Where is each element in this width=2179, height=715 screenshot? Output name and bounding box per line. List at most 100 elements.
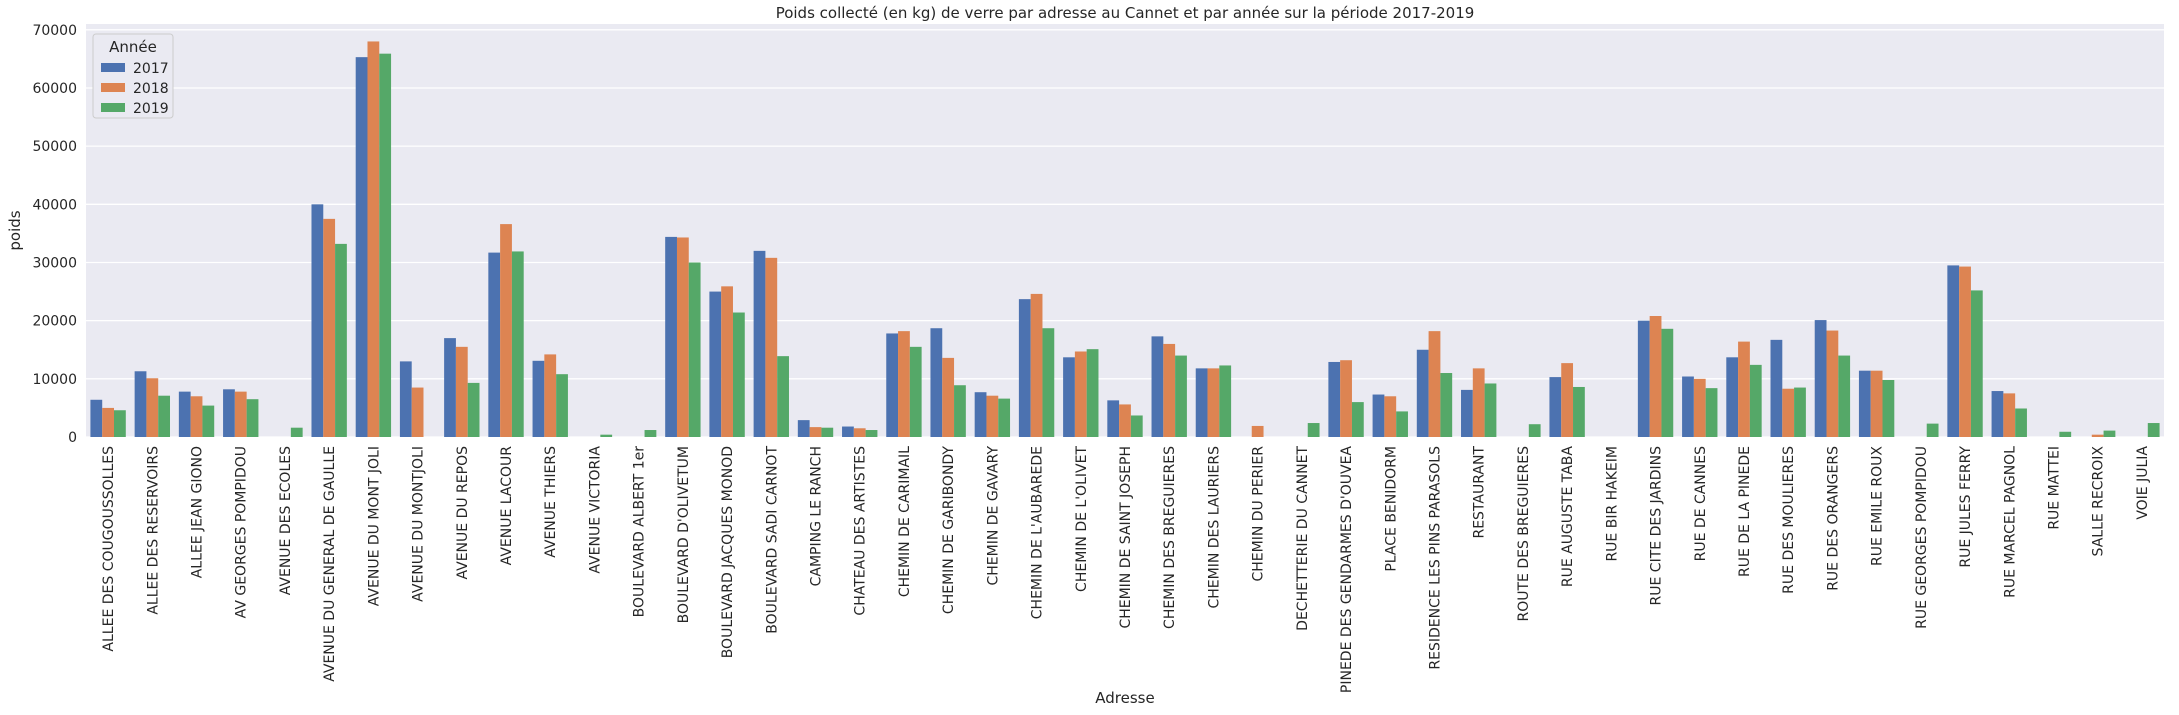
legend-swatch-2019 — [101, 103, 125, 112]
bar-2019 — [1794, 387, 1806, 437]
bar-2018 — [1959, 266, 1971, 437]
bar-2018 — [1738, 341, 1750, 437]
x-tick-label: SALLE RECROIX — [2091, 446, 2107, 557]
x-tick-label: CHEMIN DE GAVARY — [985, 446, 1001, 586]
bar-2017 — [488, 252, 501, 437]
bar-2017 — [1195, 368, 1208, 437]
bar-2017 — [399, 361, 412, 437]
bar-2018 — [234, 391, 247, 437]
x-tick-label: CHATEAU DES ARTISTES — [853, 446, 869, 616]
y-tick-label: 10000 — [32, 372, 77, 388]
x-tick-label: RUE JULES FERRY — [1958, 446, 1974, 568]
bar-2019 — [290, 427, 303, 437]
x-tick-label: RUE BIR HAKEIM — [1604, 446, 1620, 562]
bar-2019 — [1926, 423, 1939, 437]
bar-2018 — [455, 346, 468, 437]
x-tick-label: BOULEVARD D'OLIVETUM — [676, 446, 692, 623]
bar-2017 — [1947, 265, 1960, 437]
bar-2019 — [511, 251, 524, 437]
bar-2019 — [1307, 423, 1320, 437]
bar-2017 — [1814, 320, 1827, 437]
x-tick-label: BOULEVARD SADI CARNOT — [764, 446, 780, 634]
bar-2019 — [1882, 379, 1895, 437]
x-tick-label: AVENUE DU MONT JOLI — [366, 446, 382, 606]
x-tick-label: CHEMIN DE L'AUBAREDE — [1030, 446, 1046, 619]
bars — [90, 41, 2160, 437]
bar-2017 — [444, 338, 456, 437]
bar-2019 — [1484, 383, 1497, 437]
x-tick-label: RUE DE LA PINEDE — [1737, 446, 1753, 577]
x-tick-label: PINEDE DES GENDARMES D'OUVEA — [1339, 446, 1355, 694]
bar-2017 — [311, 204, 324, 437]
bar-2017 — [1726, 357, 1739, 437]
bar-2018 — [721, 286, 733, 437]
bar-2019 — [865, 430, 878, 437]
x-tick-label: VOIE JULIA — [2135, 446, 2151, 520]
x-tick-label: CHEMIN DE GARIBONDY — [941, 446, 957, 615]
bar-2018 — [676, 237, 689, 437]
bar-2018 — [1826, 330, 1839, 437]
bar-2019 — [556, 374, 568, 437]
bar-2019 — [954, 385, 966, 437]
bar-2018 — [853, 428, 866, 437]
y-tick-label: 60000 — [32, 81, 77, 97]
bar-2019 — [1970, 290, 1983, 437]
x-tick-label: RUE DE CANNES — [1693, 446, 1709, 561]
bar-2019 — [158, 395, 171, 437]
bar-2017 — [1372, 394, 1385, 437]
x-tick-label: BOULEVARD JACQUES MONOD — [720, 446, 736, 658]
legend-box — [92, 33, 174, 119]
x-tick-label: CHEMIN DU PERIER — [1251, 446, 1267, 582]
bar-2017 — [1107, 400, 1120, 437]
bar-2019 — [1396, 411, 1408, 437]
bar-2018 — [1384, 396, 1397, 437]
bar-2017 — [930, 328, 943, 437]
x-tick-label: AVENUE DES ECOLES — [278, 446, 294, 595]
bar-2018 — [544, 354, 557, 437]
bar-2019 — [644, 430, 657, 437]
y-tick-label: 50000 — [32, 139, 77, 155]
bar-2018 — [2003, 393, 2016, 437]
bar-2018 — [146, 378, 159, 437]
x-tick-label: RESIDENCE LES PINS PARASOLS — [1427, 446, 1443, 670]
bar-2017 — [1637, 320, 1650, 437]
plot-background — [86, 24, 2164, 437]
bar-2019 — [114, 410, 126, 437]
bar-2017 — [1549, 377, 1562, 437]
x-tick-label: CAMPING LE RANCH — [809, 446, 825, 586]
bar-2017 — [1018, 299, 1031, 437]
bar-2018 — [1561, 363, 1574, 437]
bar-2018 — [942, 357, 955, 437]
y-tick-label: 0 — [68, 430, 77, 446]
bar-2019 — [600, 434, 613, 437]
bar-2017 — [178, 391, 191, 437]
x-tick-label: RUE CITE DES JARDINS — [1649, 446, 1665, 606]
bar-2019 — [777, 356, 789, 437]
x-tick-label: CHEMIN DE CARIMAIL — [897, 446, 913, 597]
x-tick-label: CHEMIN DES BREGUIERES — [1162, 446, 1178, 629]
bar-2019 — [1661, 328, 1674, 437]
bar-2017 — [1328, 361, 1341, 437]
x-tick-label: AVENUE LACOUR — [499, 446, 515, 566]
x-tick-label: AVENUE VICTORIA — [587, 446, 603, 574]
bar-2019 — [688, 262, 701, 437]
bar-2019 — [732, 312, 745, 437]
bar-2018 — [1251, 425, 1264, 437]
bar-2018 — [102, 407, 115, 437]
bar-2018 — [1119, 404, 1131, 437]
bar-2019 — [1440, 373, 1453, 437]
bar-2019 — [1175, 355, 1187, 437]
bar-2019 — [335, 243, 347, 437]
bar-2017 — [355, 57, 368, 437]
bar-2018 — [1163, 343, 1176, 437]
bar-2017 — [665, 236, 677, 437]
bar-2019 — [1705, 388, 1718, 437]
grid-lines — [86, 29, 2164, 438]
x-tick-label: AVENUE DU GENERAL DE GAULLE — [322, 446, 338, 682]
bar-2018 — [1030, 293, 1043, 437]
legend: Année 2017 2018 2019 — [92, 33, 174, 119]
bar-2018 — [367, 41, 380, 437]
bar-2017 — [797, 420, 810, 437]
x-tick-labels: ALLEE DES COUGOUSSOLLES ALLEE DES RESERVO… — [101, 446, 2151, 694]
